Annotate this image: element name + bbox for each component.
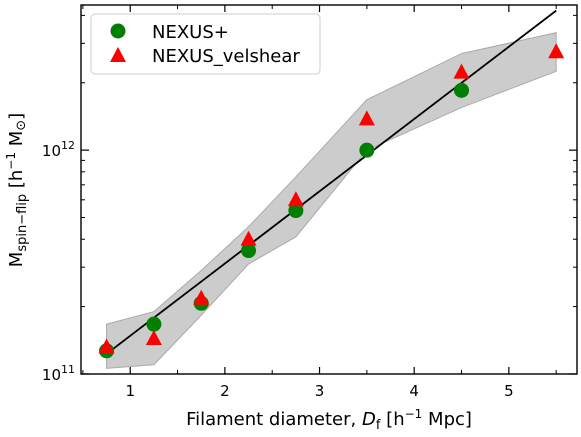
point-nexus-velshear-6 — [453, 63, 470, 79]
plot-area: 1 2 3 4 5 1011 1012 — [42, 4, 578, 400]
y-tick-label: 1011 — [42, 363, 75, 384]
point-nexus-velshear-5 — [358, 110, 375, 126]
x-tick-label-3: 3 — [315, 382, 325, 400]
legend: NEXUS+ NEXUS_velshear — [90, 13, 321, 75]
legend-frame — [90, 13, 321, 75]
point-nexus-velshear-2 — [193, 289, 210, 305]
point-nexus-plus-5 — [359, 142, 375, 158]
legend-label-nexus-plus: NEXUS+ — [152, 22, 229, 43]
point-nexus-plus-6 — [454, 82, 470, 98]
y-axis-label: Mspin−flip [h−1 M⊙] — [4, 113, 30, 267]
x-tick-label-1: 1 — [125, 382, 135, 400]
point-nexus-velshear-1 — [145, 330, 162, 346]
x-tick-label-2: 2 — [220, 382, 230, 400]
point-nexus-plus-3 — [241, 243, 257, 259]
point-nexus-velshear-7 — [548, 43, 565, 59]
legend-marker-nexus-plus — [110, 23, 126, 39]
plot-frame — [80, 4, 578, 375]
point-nexus-velshear-0 — [98, 338, 115, 354]
x-tick-label-5: 5 — [504, 382, 514, 400]
point-nexus-plus-4 — [288, 203, 304, 219]
y-tick-label: 1012 — [42, 139, 75, 160]
point-nexus-plus-1 — [146, 316, 162, 332]
legend-marker-nexus-velshear — [110, 47, 126, 62]
scatter-band — [106, 31, 557, 369]
fit-line — [106, 9, 557, 355]
x-tick-label-4: 4 — [409, 382, 419, 400]
point-nexus-velshear-4 — [287, 191, 304, 207]
x-axis-label: Filament diameter, Df [h−1 Mpc] — [186, 407, 472, 433]
point-nexus-velshear-3 — [240, 230, 257, 246]
legend-label-nexus-velshear: NEXUS_velshear — [152, 46, 300, 67]
